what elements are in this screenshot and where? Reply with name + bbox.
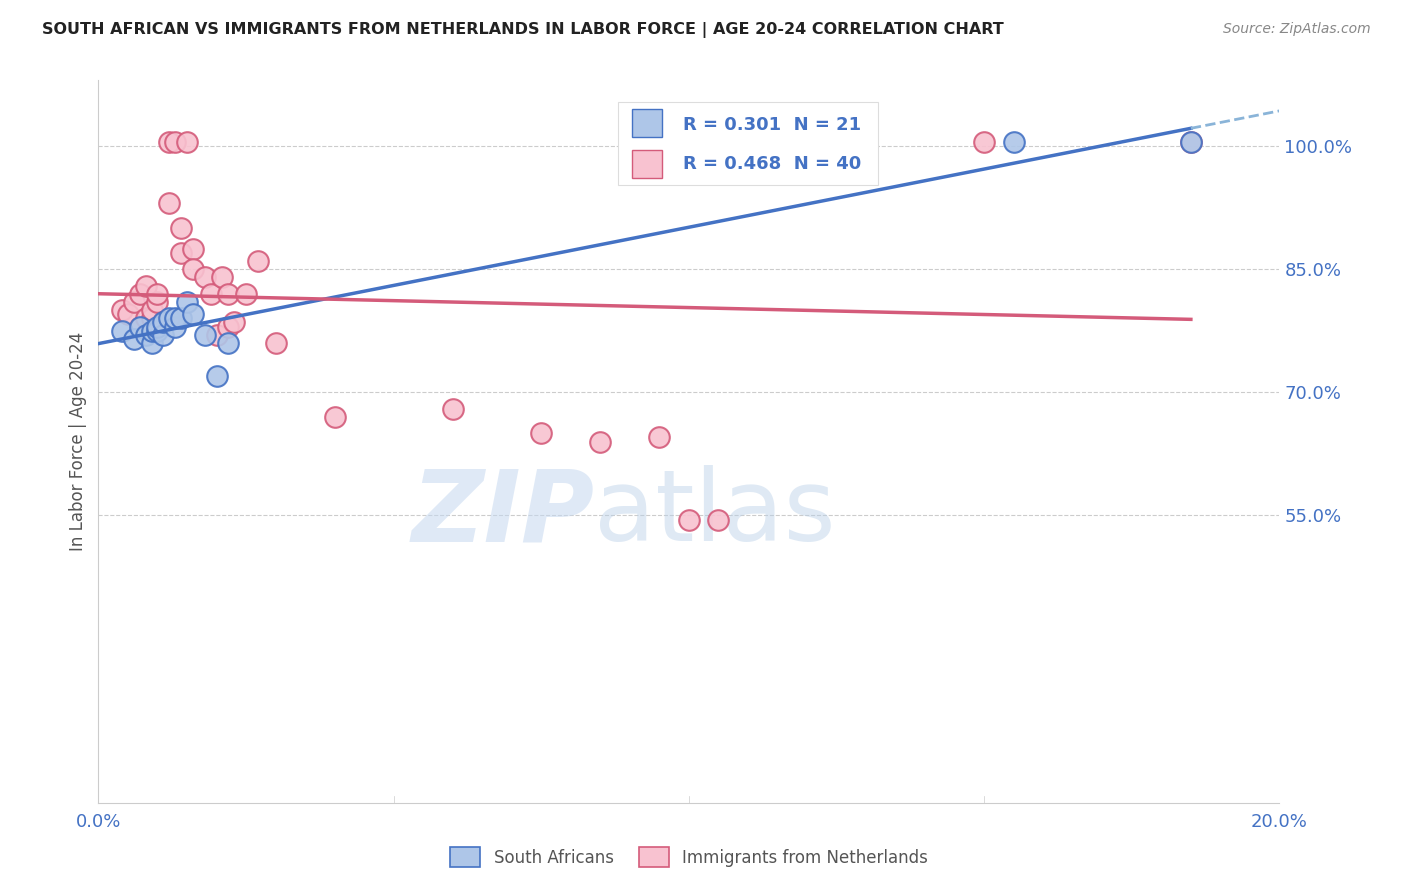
Text: R = 0.301  N = 21: R = 0.301 N = 21: [683, 117, 860, 135]
Point: [157, 196, 180, 211]
Point: [973, 135, 995, 149]
Point: [176, 135, 198, 149]
Point: [122, 332, 145, 346]
Point: [146, 319, 169, 334]
Point: [1180, 135, 1202, 149]
Bar: [633, 151, 662, 178]
Point: [181, 242, 204, 256]
Bar: [633, 109, 662, 136]
Point: [441, 401, 464, 416]
Point: [135, 327, 157, 342]
Point: [205, 368, 228, 383]
Point: [170, 245, 193, 260]
Point: [170, 221, 193, 235]
Point: [152, 327, 174, 342]
Point: [194, 270, 217, 285]
Point: [111, 303, 134, 318]
Point: [157, 311, 180, 326]
Point: [530, 426, 553, 441]
Text: SOUTH AFRICAN VS IMMIGRANTS FROM NETHERLANDS IN LABOR FORCE | AGE 20-24 CORRELAT: SOUTH AFRICAN VS IMMIGRANTS FROM NETHERL…: [42, 22, 1004, 38]
Point: [678, 512, 700, 526]
Text: ZIP: ZIP: [412, 466, 595, 562]
Point: [181, 307, 204, 321]
Point: [128, 319, 150, 334]
Point: [165, 135, 187, 149]
Point: [165, 311, 187, 326]
Point: [128, 319, 150, 334]
Point: [165, 319, 187, 334]
Point: [217, 336, 239, 351]
Point: [1180, 135, 1202, 149]
Point: [1002, 135, 1025, 149]
Point: [648, 430, 671, 444]
Bar: [619, 102, 877, 185]
Point: [855, 135, 877, 149]
Point: [246, 253, 269, 268]
Point: [128, 286, 150, 301]
Point: [122, 295, 145, 310]
Point: [200, 286, 222, 301]
Text: R = 0.468  N = 40: R = 0.468 N = 40: [683, 154, 862, 173]
Point: [152, 316, 174, 330]
Point: [170, 311, 193, 326]
Text: Source: ZipAtlas.com: Source: ZipAtlas.com: [1223, 22, 1371, 37]
Point: [205, 327, 228, 342]
Point: [707, 512, 730, 526]
Point: [146, 324, 169, 338]
Y-axis label: In Labor Force | Age 20-24: In Labor Force | Age 20-24: [69, 332, 87, 551]
Point: [323, 409, 346, 424]
Point: [135, 278, 157, 293]
Point: [135, 311, 157, 326]
Point: [141, 324, 163, 338]
Point: [141, 336, 163, 351]
Point: [194, 327, 217, 342]
Point: [141, 311, 163, 326]
Point: [217, 286, 239, 301]
Point: [181, 262, 204, 277]
Point: [264, 336, 287, 351]
Point: [146, 286, 169, 301]
Point: [117, 307, 139, 321]
Point: [217, 319, 239, 334]
Point: [211, 270, 233, 285]
Point: [235, 286, 257, 301]
Point: [146, 295, 169, 310]
Legend: South Africans, Immigrants from Netherlands: South Africans, Immigrants from Netherla…: [443, 840, 935, 874]
Point: [589, 434, 612, 449]
Text: atlas: atlas: [595, 466, 837, 562]
Point: [152, 316, 174, 330]
Point: [111, 324, 134, 338]
Point: [224, 316, 246, 330]
Point: [141, 303, 163, 318]
Point: [157, 135, 180, 149]
Point: [176, 295, 198, 310]
